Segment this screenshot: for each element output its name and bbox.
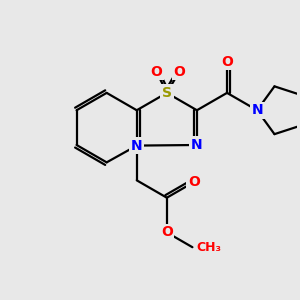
Text: O: O — [151, 65, 163, 79]
Text: CH₃: CH₃ — [197, 241, 222, 254]
Text: O: O — [188, 175, 200, 189]
Text: N: N — [191, 138, 203, 152]
Text: N: N — [131, 139, 142, 153]
Text: O: O — [173, 65, 185, 79]
Text: N: N — [251, 103, 263, 117]
Text: O: O — [161, 225, 173, 239]
Text: S: S — [162, 86, 172, 100]
Text: O: O — [221, 55, 233, 69]
